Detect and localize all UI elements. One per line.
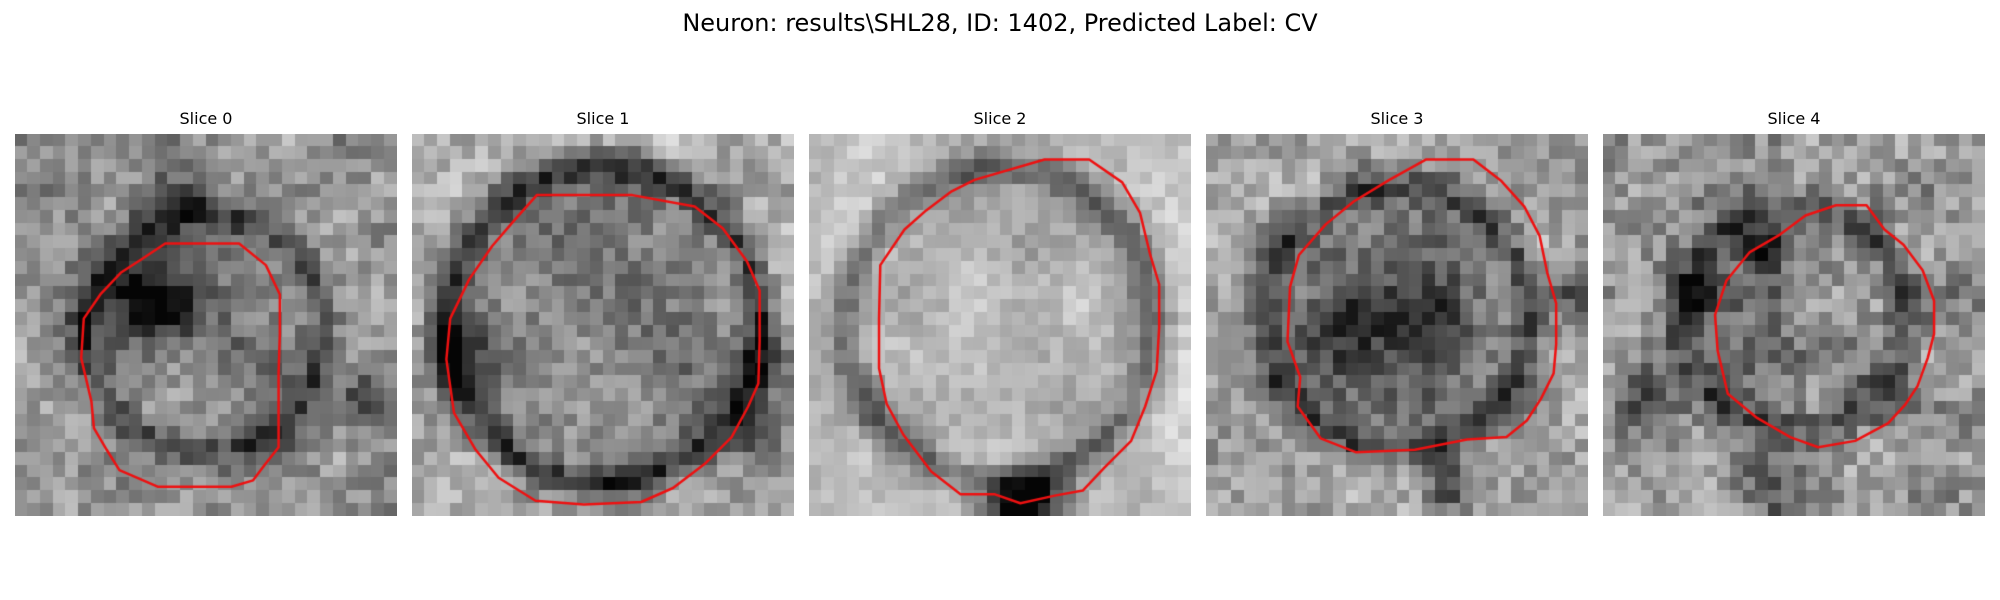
- figure-title: Neuron: results\SHL28, ID: 1402, Predict…: [682, 9, 1318, 37]
- slice-0-image: [15, 134, 397, 516]
- slice-4-title: Slice 4: [1767, 109, 1821, 128]
- slice-1-image: [412, 134, 794, 516]
- slice-2-image: [809, 134, 1191, 516]
- slice-3-title: Slice 3: [1370, 109, 1424, 128]
- slice-3-image: [1206, 134, 1588, 516]
- slice-0-title: Slice 0: [179, 109, 233, 128]
- slice-2-title: Slice 2: [973, 109, 1027, 128]
- slice-1-title: Slice 1: [576, 109, 630, 128]
- slice-4-image: [1603, 134, 1985, 516]
